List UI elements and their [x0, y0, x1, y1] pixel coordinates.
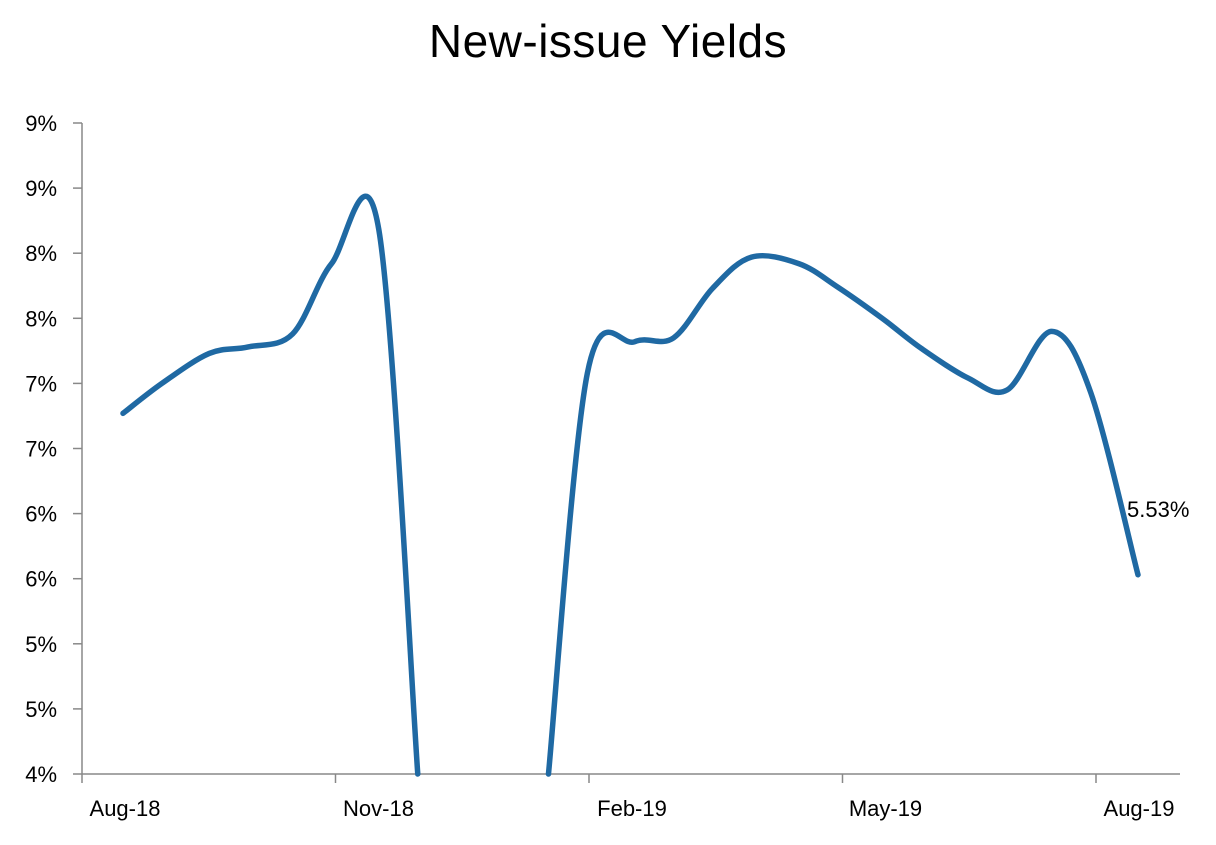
y-tick-label: 9%	[25, 111, 57, 136]
data-point	[330, 262, 334, 266]
y-tick-label: 7%	[25, 437, 57, 462]
series-line-segment	[545, 252, 1141, 777]
y-tick-label: 5%	[25, 632, 57, 657]
chart-title: New-issue Yields	[428, 15, 788, 67]
data-point	[672, 336, 676, 340]
y-tick-label: 9%	[25, 176, 57, 201]
data-point	[1050, 329, 1054, 333]
x-tick-label: Nov-18	[343, 796, 414, 821]
y-tick-label: 5%	[25, 697, 57, 722]
x-tick-label: Aug-19	[1104, 796, 1175, 821]
y-tick-label: 6%	[25, 567, 57, 592]
label-group: 5.53%	[1127, 497, 1189, 522]
data-point	[585, 371, 589, 375]
data-point	[246, 345, 250, 349]
data-point	[633, 340, 637, 344]
y-tick-label: 7%	[25, 371, 57, 396]
data-point	[1089, 391, 1093, 395]
data-point	[711, 286, 715, 290]
x-tick-label: Feb-19	[597, 796, 667, 821]
series-group	[120, 193, 1141, 777]
data-point	[1005, 388, 1009, 392]
data-point	[291, 332, 295, 336]
y-tick-label: 8%	[25, 306, 57, 331]
data-point	[207, 351, 211, 355]
end-value-label: 5.53%	[1127, 497, 1189, 522]
data-point	[416, 772, 420, 776]
data-point	[966, 376, 970, 380]
data-point	[546, 772, 550, 776]
y-axis-ticks: 4% 5% 5% 6% 6% 7% 7% 8% 8% 9% 9%	[25, 111, 82, 787]
data-point	[121, 411, 125, 415]
data-point	[1136, 573, 1140, 577]
data-point	[797, 262, 801, 266]
data-point	[836, 285, 840, 289]
x-axis-ticks: Aug-18 Nov-18 Feb-19 May-19 Aug-19	[81, 774, 1175, 821]
y-tick-label: 6%	[25, 502, 57, 527]
x-tick-label: Aug-18	[90, 796, 161, 821]
y-tick-label: 8%	[25, 241, 57, 266]
series-line-segment	[120, 193, 421, 777]
data-point	[919, 346, 923, 350]
data-point	[160, 381, 164, 385]
x-tick-label: May-19	[849, 796, 922, 821]
data-point	[749, 255, 753, 259]
data-point	[377, 228, 381, 232]
y-tick-label: 4%	[25, 762, 57, 787]
data-point	[880, 316, 884, 320]
